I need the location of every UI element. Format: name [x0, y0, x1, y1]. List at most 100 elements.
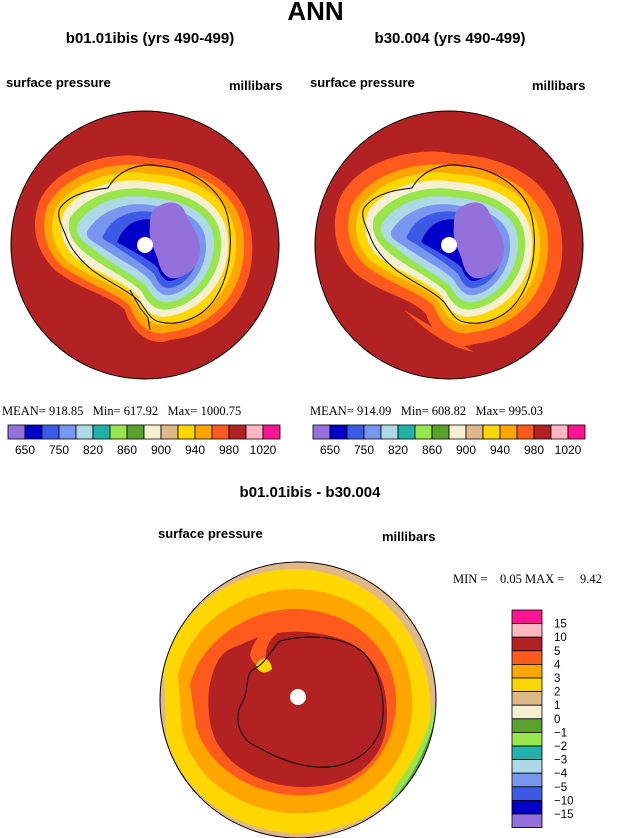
- colorbar-panel-2-swatch: [567, 424, 586, 440]
- colorbar-panel-1-label: 860: [117, 443, 137, 457]
- colorbar-panel-2-swatch: [465, 424, 484, 440]
- colorbar-panel-1-swatch: [262, 424, 281, 440]
- panel-2-min-label: Min=: [400, 404, 429, 418]
- colorbar-panel-2-swatch: [312, 424, 331, 440]
- diff-max: 9.42: [579, 572, 602, 586]
- colorbar-panel-2-label: 650: [320, 443, 340, 457]
- colorbar-panel-1-label: 820: [83, 443, 103, 457]
- panel-1-max-label: Max=: [167, 404, 198, 418]
- colorbar-difference-swatch: [511, 609, 543, 625]
- panel-1-mean: 918.85: [48, 404, 84, 418]
- panel-1-mean-label: MEAN=: [2, 404, 46, 418]
- colorbar-panel-2-label: 860: [422, 443, 442, 457]
- colorbar-panel-1-swatch: [194, 424, 213, 440]
- colorbar-panel-2-swatch: [363, 424, 382, 440]
- colorbar-panel-2-label: 900: [456, 443, 476, 457]
- colorbar-difference-swatch: [511, 664, 543, 679]
- panel-1-variable: surface pressure: [6, 75, 111, 90]
- colorbar-panel-1-label: 980: [219, 443, 239, 457]
- panel-2-units: millibars: [532, 78, 586, 93]
- colorbar-panel-1-swatch: [126, 424, 145, 440]
- colorbar-difference-swatch: [511, 759, 543, 774]
- colorbar-difference-swatch: [511, 799, 543, 815]
- colorbar-difference-label: 2: [554, 687, 560, 699]
- panel-1-min: 617.92: [123, 404, 159, 418]
- colorbar-panel-2-swatch: [448, 424, 467, 440]
- colorbar-panel-2-swatch: [516, 424, 535, 440]
- colorbar-panel-2-label: 1020: [555, 443, 582, 457]
- panel-2-max-label: Max=: [475, 404, 506, 418]
- colorbar-difference-label: −15: [554, 809, 574, 821]
- colorbar-panel-2-label: 940: [490, 443, 510, 457]
- diff-variable: surface pressure: [158, 526, 263, 541]
- colorbar-panel-2-swatch: [380, 424, 399, 440]
- diff-stats: MIN = 0.05 MAX = 9.42: [453, 572, 602, 587]
- colorbar-panel-1-swatch: [7, 424, 26, 440]
- colorbar-panel-2-label: 750: [354, 443, 374, 457]
- colorbar-panel-1-label: 940: [185, 443, 205, 457]
- panel-2-variable: surface pressure: [310, 75, 415, 90]
- colorbar-difference-label: −3: [554, 755, 567, 767]
- colorbar-panel-2-swatch: [533, 424, 552, 440]
- panel-2-stats: MEAN= 914.09 Min= 608.82 Max= 995.03: [310, 404, 543, 419]
- colorbar-difference-swatch: [511, 636, 543, 652]
- colorbar-panel-1-swatch: [228, 424, 247, 440]
- panel-2-mean-label: MEAN=: [310, 404, 354, 418]
- colorbar-panel-1-swatch: [75, 424, 94, 440]
- panel-2-title: b30.004 (yrs 490-499): [374, 30, 526, 47]
- colorbar-panel-1-swatch: [41, 424, 60, 440]
- colorbar-difference-swatch: [511, 691, 543, 706]
- colorbar-panel-1: 650 750 820 860 900 940 980 1020: [7, 424, 281, 457]
- colorbar-panel-1-label: 650: [15, 443, 35, 457]
- colorbar-difference-swatch: [511, 813, 543, 829]
- colorbar-panel-2-swatch: [550, 424, 569, 440]
- colorbar-panel-2-swatch: [346, 424, 365, 440]
- panel-1-min-label: Min=: [92, 404, 121, 418]
- colorbar-difference-swatch: [511, 732, 543, 747]
- colorbar-difference-label: −2: [554, 741, 567, 753]
- colorbar-difference-swatch: [511, 704, 543, 720]
- colorbar-panel-2-label: 820: [388, 443, 408, 457]
- colorbar-difference-label: 0: [554, 714, 560, 726]
- map-difference: [159, 561, 437, 838]
- colorbar-panel-1-label: 1020: [250, 443, 277, 457]
- colorbar-panel-2-swatch: [431, 424, 450, 440]
- colorbar-panel-2-swatch: [414, 424, 433, 440]
- colorbar-panel-1-swatch: [245, 424, 264, 440]
- colorbar-panel-2-swatch: [499, 424, 518, 440]
- colorbar-panel-1-swatch: [24, 424, 43, 440]
- colorbar-panel-2: 650 750 820 860 900 940 980 1020: [312, 424, 586, 457]
- colorbar-difference-swatch: [511, 772, 543, 788]
- diff-units: millibars: [382, 529, 436, 544]
- colorbar-panel-2-swatch: [329, 424, 348, 440]
- panel-2-mean: 914.09: [356, 404, 392, 418]
- diff-title: b01.01ibis - b30.004: [239, 484, 381, 501]
- panel-2-min: 608.82: [431, 404, 467, 418]
- colorbar-difference-swatch: [511, 786, 543, 801]
- colorbar-difference-label: 4: [554, 659, 561, 671]
- colorbar-panel-2-label: 980: [524, 443, 544, 457]
- panel-2-max: 995.03: [508, 404, 543, 418]
- colorbar-panel-1-label: 900: [151, 443, 171, 457]
- colorbar-difference-label: −10: [554, 795, 574, 807]
- colorbar-difference-label: 15: [554, 619, 567, 631]
- colorbar-difference-label: −4: [554, 768, 568, 780]
- panel-1-max: 1000.75: [200, 404, 242, 418]
- colorbar-difference-label: 1: [554, 700, 560, 712]
- colorbar-difference-label: 3: [554, 673, 560, 685]
- colorbar-difference-swatch: [511, 677, 543, 693]
- colorbar-panel-1-label: 750: [49, 443, 69, 457]
- colorbar-difference-swatch: [511, 650, 543, 665]
- map-panel-1: [10, 110, 280, 380]
- colorbar-panel-1-swatch: [160, 424, 179, 440]
- colorbar-difference-swatch: [511, 745, 543, 761]
- colorbar-panel-1-swatch: [58, 424, 77, 440]
- colorbar-panel-2-swatch: [397, 424, 416, 440]
- diff-max-label: MAX =: [524, 572, 565, 586]
- panel-1-title: b01.01ibis (yrs 490-499): [65, 30, 235, 47]
- colorbar-panel-1-swatch: [177, 424, 196, 440]
- figure-title: ANN: [287, 0, 344, 26]
- diff-min: 0.05: [499, 572, 522, 586]
- diff-min-label: MIN =: [453, 572, 488, 586]
